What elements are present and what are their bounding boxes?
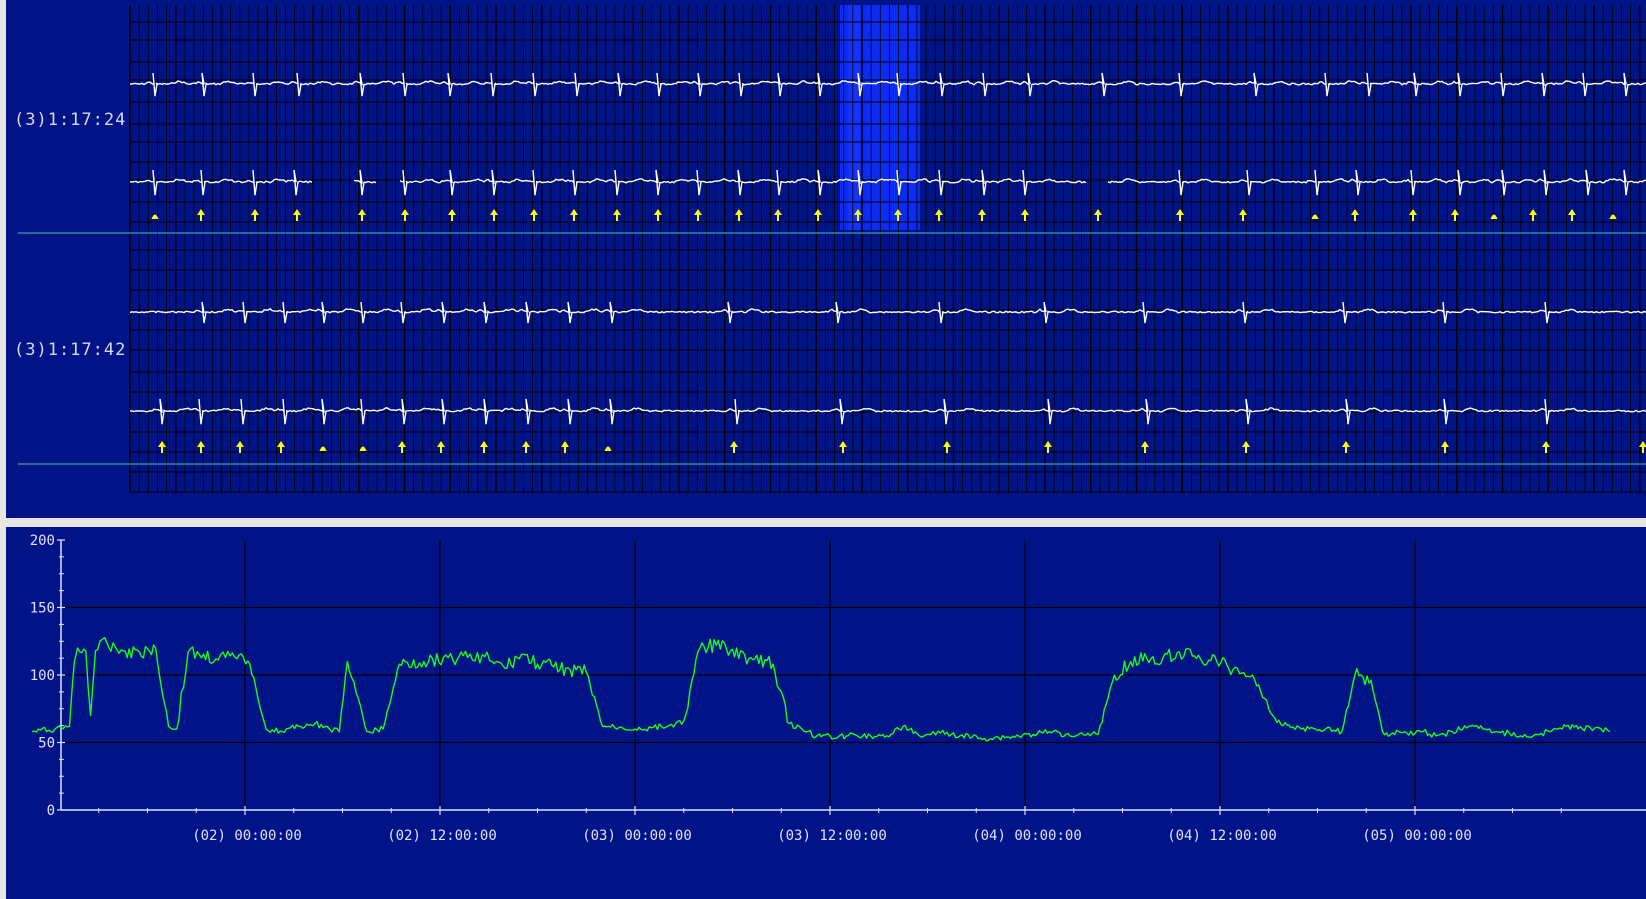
y-tick-label: 200 bbox=[30, 533, 55, 549]
beat-marker bbox=[158, 441, 166, 453]
y-tick-label: 0 bbox=[47, 803, 55, 819]
beat-marker bbox=[277, 441, 285, 453]
ecg-strip-panel[interactable]: (3)1:17:24 (3)1:17:42 bbox=[6, 0, 1646, 518]
beat-marker bbox=[1529, 209, 1537, 221]
ecg-trace-strip2-ch2 bbox=[129, 398, 1646, 425]
beat-marker bbox=[437, 441, 445, 453]
beat-marker bbox=[401, 209, 409, 221]
beat-marker bbox=[604, 446, 612, 451]
beat-marker bbox=[359, 446, 367, 451]
beat-marker bbox=[613, 209, 621, 221]
beat-marker bbox=[1441, 441, 1449, 453]
beat-marker bbox=[197, 441, 205, 453]
beat-marker bbox=[1044, 441, 1052, 453]
beat-marker bbox=[1021, 209, 1029, 221]
beat-marker bbox=[1451, 209, 1459, 221]
beat-marker bbox=[480, 441, 488, 453]
beat-marker bbox=[1351, 209, 1359, 221]
x-tick-label: (05) 00:00:00 bbox=[1362, 828, 1472, 844]
beat-marker bbox=[561, 441, 569, 453]
x-tick-label: (02) 12:00:00 bbox=[387, 828, 497, 844]
beat-marker bbox=[1409, 209, 1417, 221]
strip-1-time-label: (3)1:17:24 bbox=[14, 110, 127, 130]
beat-marker bbox=[1176, 209, 1184, 221]
strip-2-time-label: (3)1:17:42 bbox=[14, 340, 127, 360]
beat-marker bbox=[735, 209, 743, 221]
beat-marker bbox=[522, 441, 530, 453]
beat-marker bbox=[774, 209, 782, 221]
beat-marker bbox=[1094, 209, 1102, 221]
beat-marker bbox=[448, 209, 456, 221]
beat-marker bbox=[1242, 441, 1250, 453]
beat-marker bbox=[398, 441, 406, 453]
beat-marker bbox=[894, 209, 902, 221]
beat-marker bbox=[1609, 214, 1617, 219]
x-tick-label: (02) 00:00:00 bbox=[192, 828, 302, 844]
beat-marker bbox=[151, 214, 159, 219]
beat-marker bbox=[1568, 209, 1576, 221]
x-tick-label: (03) 12:00:00 bbox=[777, 828, 887, 844]
beat-marker bbox=[251, 209, 259, 221]
beat-marker bbox=[1311, 214, 1319, 219]
heart-rate-series-line bbox=[31, 636, 1611, 742]
ecg-trace-strip1-ch2 bbox=[129, 169, 1646, 196]
beat-marker bbox=[978, 209, 986, 221]
beat-marker bbox=[358, 209, 366, 221]
beat-marker bbox=[1542, 441, 1550, 453]
beat-marker bbox=[236, 441, 244, 453]
beat-marker bbox=[694, 209, 702, 221]
beat-marker bbox=[1639, 441, 1646, 453]
beat-marker bbox=[293, 209, 301, 221]
y-tick-label: 50 bbox=[38, 736, 55, 752]
beat-marker bbox=[490, 209, 498, 221]
beat-marker bbox=[943, 441, 951, 453]
beat-marker bbox=[814, 209, 822, 221]
beat-marker bbox=[654, 209, 662, 221]
beat-marker bbox=[1490, 214, 1498, 219]
beat-marker bbox=[319, 446, 327, 451]
beat-marker-group bbox=[151, 209, 1617, 221]
ecg-waveform-canvas[interactable] bbox=[6, 0, 1646, 518]
heart-rate-trend-chart[interactable]: 200 150 100 50 0 (02) 00:00:00 (02) 12:00:00 (0… bbox=[6, 527, 1646, 899]
beat-marker bbox=[839, 441, 847, 453]
x-tick-label: (03) 00:00:00 bbox=[582, 828, 692, 844]
beat-marker bbox=[570, 209, 578, 221]
beat-marker bbox=[935, 209, 943, 221]
beat-marker bbox=[197, 209, 205, 221]
selection-highlight-band bbox=[848, 5, 860, 230]
beat-marker bbox=[1141, 441, 1149, 453]
beat-marker bbox=[1239, 209, 1247, 221]
beat-marker bbox=[854, 209, 862, 221]
beat-marker bbox=[730, 441, 738, 453]
heart-rate-trend-panel[interactable]: 200 150 100 50 0 (02) 00:00:00 (02) 12:00:00 (0… bbox=[6, 527, 1646, 899]
y-tick-label: 100 bbox=[30, 668, 55, 684]
beat-marker bbox=[530, 209, 538, 221]
ecg-trace-strip1-ch1 bbox=[129, 72, 1646, 97]
x-tick-label: (04) 00:00:00 bbox=[972, 828, 1082, 844]
beat-marker-group bbox=[158, 441, 1646, 453]
x-tick-label: (04) 12:00:00 bbox=[1167, 828, 1277, 844]
y-tick-label: 150 bbox=[30, 601, 55, 617]
beat-marker bbox=[1342, 441, 1350, 453]
ecg-trace-strip2-ch1 bbox=[129, 301, 1646, 324]
